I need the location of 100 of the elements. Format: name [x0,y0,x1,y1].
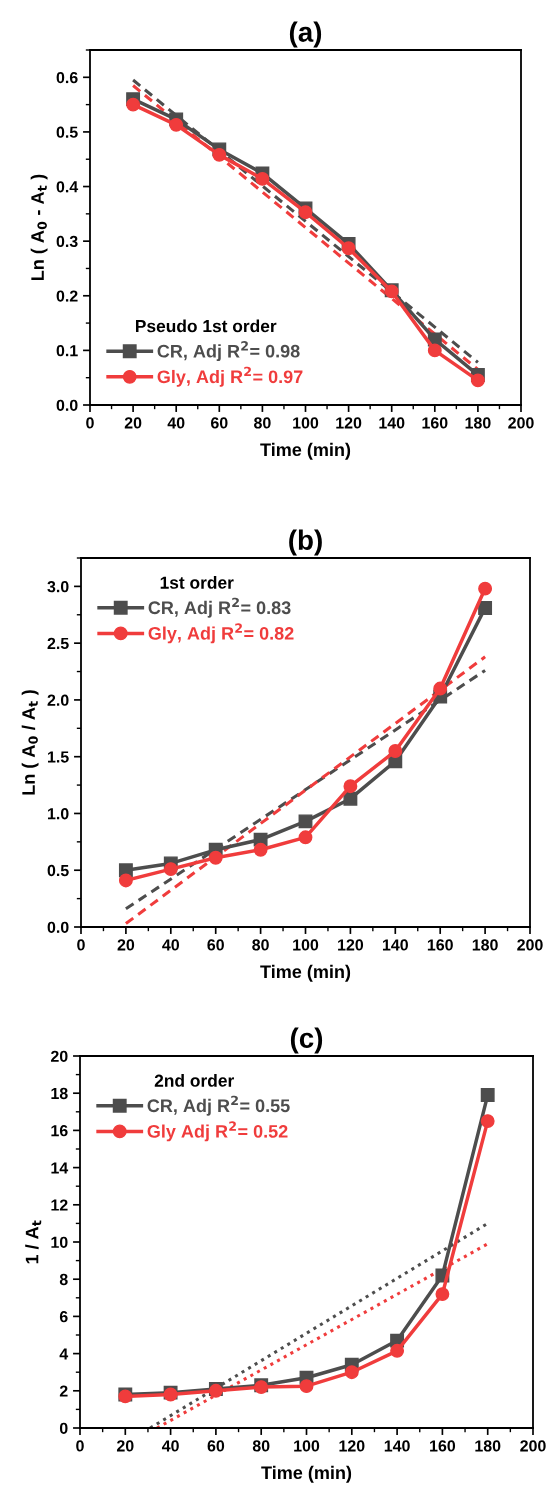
y-tick-label: 0.0 [56,399,78,411]
x-axis-title: Time (min) [260,442,351,460]
chart-title: (c) [290,1027,323,1054]
point [478,601,493,615]
y-axis-title: 1 / A$_{t}$ [25,1220,42,1264]
x-tick-label: 180 [475,1440,501,1452]
x-tick-label: 140 [379,417,405,429]
x-tick-label: 100 [293,417,319,429]
y-tick-label: 2.0 [47,694,69,706]
point [341,241,356,256]
y-tick-label: 0.3 [56,235,78,248]
point [253,842,268,857]
y-axis-title: Ln ( A$_{0}$ / A$_{t}$ ) [21,690,39,795]
x-tick-label: 140 [382,939,408,951]
y-tick-label: 3.0 [47,581,69,593]
x-tick-label: 20 [117,939,135,951]
y-tick-label: 8 [59,1273,68,1286]
y-tick-label: 1.0 [48,808,69,820]
legend-label: CR, Adj R$^{2}$= 0.98 [157,341,300,362]
point [480,1088,495,1103]
x-tick-label: 180 [472,939,498,951]
y-tick-label: 0.5 [56,126,78,138]
x-tick-label: 20 [124,417,142,429]
y-tick-label: 0.6 [56,71,78,84]
x-tick-label: 20 [116,1440,134,1452]
y-tick-label: 0 [59,1422,68,1434]
y-tick-label: 0.0 [47,921,69,933]
point [299,1379,314,1394]
legend-label: Gly, Adj R$^{2}$= 0.82 [148,623,294,644]
x-tick-label: 80 [252,939,269,951]
x-tick-label: 40 [161,1440,179,1452]
y-axis-title: Ln ( A$_{0}$ - A$_{t}$ ) [30,174,48,281]
y-tick-label: 20 [50,1050,68,1062]
y-tick-label: 0.5 [47,864,69,877]
y-tick-label: 14 [51,1162,69,1174]
x-tick-label: 120 [338,939,364,951]
chart-title: (b) [289,529,322,556]
point [390,1343,405,1358]
legend-label: CR, Adj R$^{2}$= 0.55 [147,1095,290,1116]
x-tick-label: 160 [430,1440,456,1452]
x-tick-label: 200 [520,1440,546,1452]
point [435,1287,450,1302]
y-tick-label: 0.4 [56,181,79,193]
x-axis-title: Time (min) [261,1465,352,1483]
x-tick-label: 120 [336,417,362,429]
x-tick-label: 40 [167,417,185,429]
legend-label: Gly Adj R$^{2}$= 0.52 [147,1121,288,1142]
y-tick-label: 1.5 [48,751,69,763]
y-tick-label: 0.2 [56,290,78,302]
point [388,744,403,758]
y-tick-label: 2 [59,1385,68,1397]
x-tick-label: 80 [252,1440,270,1452]
point [470,373,485,388]
point [478,581,493,596]
point [208,850,223,865]
x-tick-label: 0 [86,417,94,429]
y-tick-label: 10 [51,1236,68,1248]
point [343,779,358,794]
x-tick-label: 100 [294,1440,320,1452]
point [344,1365,359,1380]
point [433,681,448,696]
legend-title: Pseudo 1st order [135,319,277,333]
point [255,171,270,186]
y-tick-label: 12 [51,1199,68,1211]
y-tick-label: 2.5 [47,637,69,650]
legend-label: CR, Adj R$^{2}$= 0.83 [148,597,291,618]
point [212,147,227,162]
x-tick-label: 180 [465,417,491,429]
legend-label: Gly, Adj R$^{2}$= 0.97 [157,366,303,387]
x-axis-title: Time (min) [260,964,351,982]
point [118,873,133,888]
chart-title: (a) [289,21,322,48]
x-tick-label: 120 [339,1440,365,1452]
point [298,205,313,220]
point [298,814,313,829]
y-tick-label: 4 [59,1348,69,1360]
x-tick-label: 100 [293,939,319,951]
point [163,862,178,877]
x-tick-label: 200 [517,939,543,951]
x-tick-label: 160 [427,939,453,951]
point [343,791,358,806]
x-tick-label: 140 [384,1440,410,1452]
point [126,97,141,112]
legend-title: 2nd order [154,1074,234,1087]
x-tick-label: 40 [162,939,180,951]
x-tick-label: 200 [508,417,534,429]
x-tick-label: 80 [254,417,271,429]
y-tick-label: 16 [51,1125,68,1137]
y-tick-label: 18 [51,1087,68,1100]
x-tick-label: 160 [422,417,448,429]
y-tick-label: 6 [59,1311,68,1323]
x-tick-label: 60 [211,417,228,429]
point [169,117,184,132]
x-tick-label: 60 [207,1440,225,1452]
point [480,1114,495,1129]
point [427,343,442,358]
x-tick-label: 60 [207,939,224,951]
point [298,830,313,845]
y-tick-label: 0.1 [56,345,78,357]
legend-title: 1st order [160,576,234,589]
